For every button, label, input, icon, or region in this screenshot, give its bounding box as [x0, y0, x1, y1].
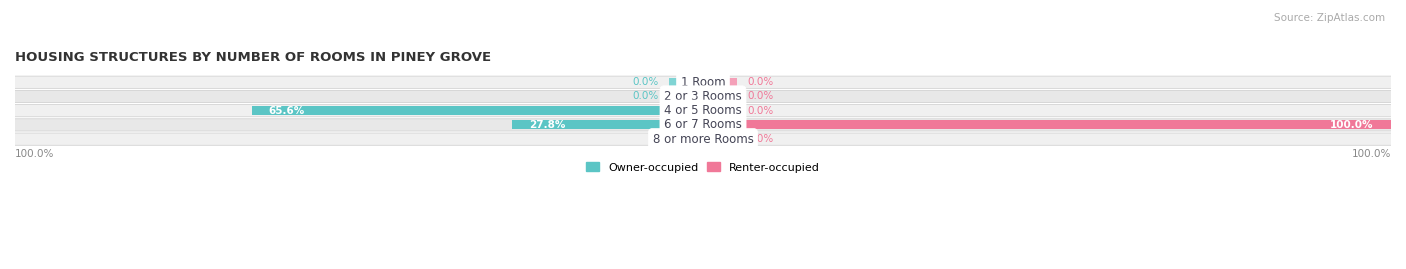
- Text: 27.8%: 27.8%: [529, 120, 565, 130]
- Text: 0.0%: 0.0%: [633, 77, 658, 87]
- Text: 4 or 5 Rooms: 4 or 5 Rooms: [664, 104, 742, 117]
- Text: HOUSING STRUCTURES BY NUMBER OF ROOMS IN PINEY GROVE: HOUSING STRUCTURES BY NUMBER OF ROOMS IN…: [15, 51, 491, 65]
- Bar: [512, 121, 703, 129]
- Text: 6 or 7 Rooms: 6 or 7 Rooms: [664, 118, 742, 132]
- Text: 0.0%: 0.0%: [633, 91, 658, 101]
- Bar: [252, 106, 703, 115]
- Text: 100.0%: 100.0%: [1330, 120, 1374, 130]
- FancyBboxPatch shape: [14, 76, 1392, 88]
- FancyBboxPatch shape: [14, 133, 1392, 145]
- FancyBboxPatch shape: [14, 90, 1392, 102]
- Text: 65.6%: 65.6%: [269, 106, 305, 116]
- Bar: [703, 135, 737, 144]
- Text: 100.0%: 100.0%: [15, 149, 55, 160]
- FancyBboxPatch shape: [14, 105, 1392, 117]
- Text: 0.0%: 0.0%: [748, 134, 773, 144]
- Text: 0.0%: 0.0%: [748, 106, 773, 116]
- Text: 0.0%: 0.0%: [748, 91, 773, 101]
- Text: 2 or 3 Rooms: 2 or 3 Rooms: [664, 90, 742, 103]
- Text: 100.0%: 100.0%: [1351, 149, 1391, 160]
- Bar: [669, 92, 703, 101]
- Bar: [703, 106, 737, 115]
- Bar: [703, 121, 1391, 129]
- Bar: [703, 78, 737, 87]
- Bar: [669, 78, 703, 87]
- Text: 8 or more Rooms: 8 or more Rooms: [652, 133, 754, 146]
- Legend: Owner-occupied, Renter-occupied: Owner-occupied, Renter-occupied: [581, 158, 825, 177]
- Text: Source: ZipAtlas.com: Source: ZipAtlas.com: [1274, 13, 1385, 23]
- Text: 6.7%: 6.7%: [673, 134, 703, 144]
- Text: 0.0%: 0.0%: [748, 77, 773, 87]
- Bar: [657, 135, 703, 144]
- FancyBboxPatch shape: [14, 119, 1392, 131]
- Text: 1 Room: 1 Room: [681, 76, 725, 89]
- Bar: [703, 92, 737, 101]
